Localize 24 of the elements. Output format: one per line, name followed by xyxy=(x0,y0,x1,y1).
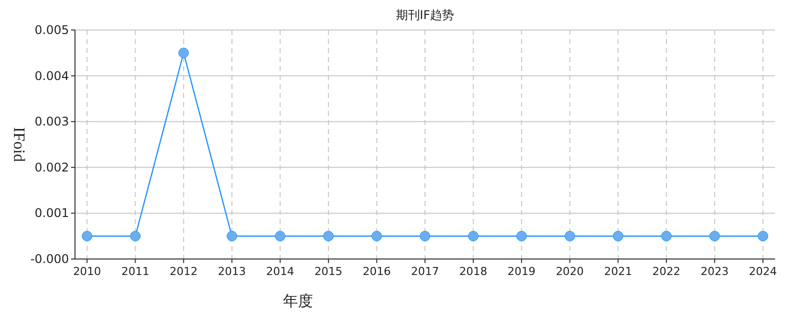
y-tick-label: 0.005 xyxy=(34,23,69,37)
y-tick-label: 0.003 xyxy=(34,114,69,129)
y-tick-label: 0.004 xyxy=(34,68,69,83)
x-tick-label: 2020 xyxy=(556,265,584,278)
x-tick-label: 2015 xyxy=(314,265,342,278)
y-tick-label: -0.000 xyxy=(30,252,69,266)
y-tick-label: 0.001 xyxy=(34,206,69,220)
chart-title: 期刊IF趋势 xyxy=(396,8,454,22)
x-tick-label: 2022 xyxy=(652,265,680,278)
x-tick-label: 2011 xyxy=(121,265,150,278)
y-axis-title: IFoid xyxy=(10,127,27,162)
x-tick-label: 2018 xyxy=(459,265,488,278)
x-tick-label: 2012 xyxy=(170,265,198,278)
x-tick-label: 2014 xyxy=(266,265,294,278)
x-tick-label: 2017 xyxy=(411,265,439,278)
x-tick-label: 2013 xyxy=(218,265,246,278)
x-tick-label: 2024 xyxy=(748,265,777,278)
y-tick-label: 0.002 xyxy=(34,160,69,174)
x-tick-label: 2019 xyxy=(508,265,536,278)
x-axis-title: 年度 xyxy=(283,292,313,310)
x-tick-label: 2016 xyxy=(362,265,391,278)
x-tick-label: 2021 xyxy=(604,265,632,278)
x-tick-label: 2010 xyxy=(73,265,102,278)
x-tick-label: 2023 xyxy=(700,265,729,278)
